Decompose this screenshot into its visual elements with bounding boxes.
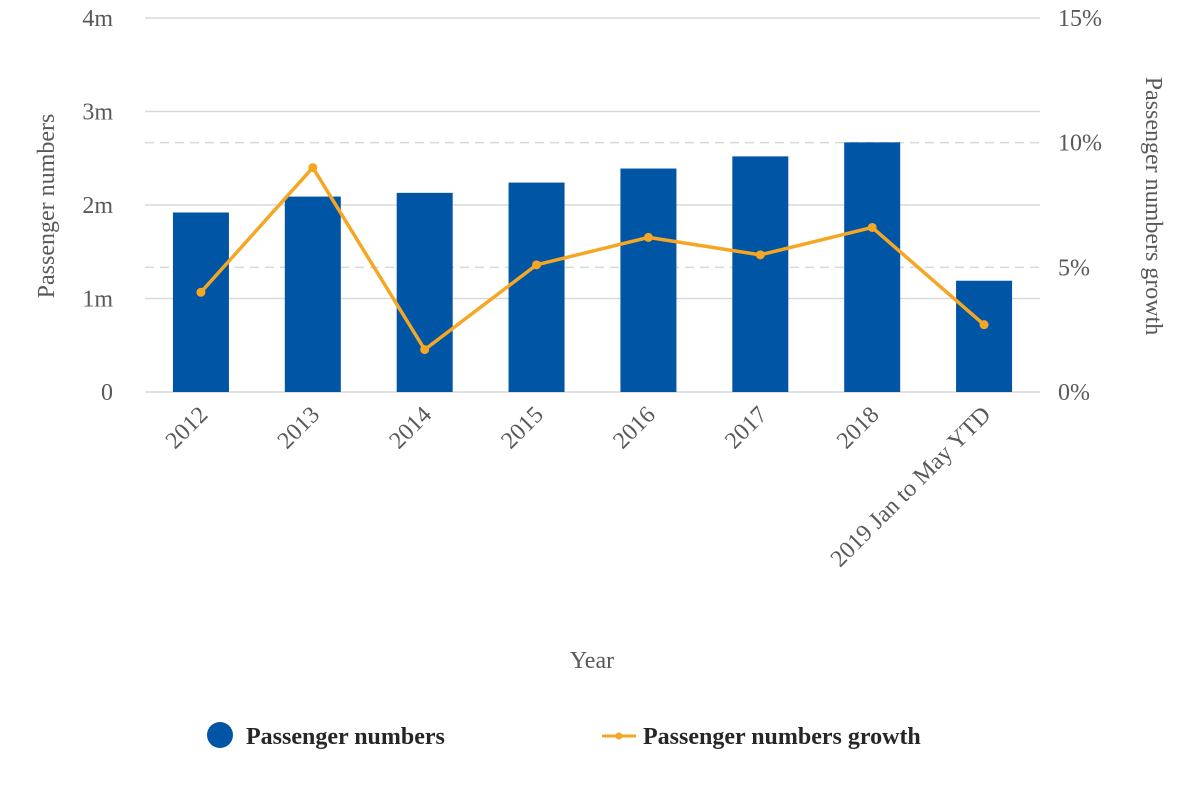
legend: Passenger numbers Passenger numbers grow…	[207, 722, 921, 750]
x-tick-label-4: 2016	[608, 402, 660, 454]
bar-2015	[508, 182, 565, 392]
growth-point-2015	[532, 260, 542, 270]
x-tick-label-0: 2012	[161, 402, 213, 454]
legend-bar-marker	[207, 722, 233, 748]
bar-series	[172, 142, 1013, 392]
legend-label-passenger-numbers-growth: Passenger numbers growth	[643, 724, 921, 750]
right-axis-ticks: 0% 5% 10% 15%	[1058, 6, 1102, 406]
y-tick-label-4: 4m	[82, 6, 113, 32]
x-tick-label-3: 2015	[496, 402, 548, 454]
bar-2014	[396, 192, 453, 392]
y2-axis-title: Passenger numbers growth	[1140, 77, 1166, 336]
growth-point-2019-jan-to-may-ytd	[979, 320, 989, 330]
legend-label-passenger-numbers: Passenger numbers	[246, 724, 445, 750]
x-tick-label-5: 2017	[720, 402, 772, 454]
x-tick-label-2: 2014	[385, 402, 437, 454]
bar-2018	[844, 142, 901, 392]
x-tick-label-6: 2018	[832, 402, 884, 454]
y-axis-title: Passenger numbers	[34, 114, 60, 299]
bar-2013	[284, 196, 341, 392]
x-axis-title: Year	[570, 648, 614, 674]
x-tick-label-1: 2013	[273, 402, 325, 454]
y-tick-label-1: 1m	[82, 287, 113, 313]
left-axis-ticks: 0 1m 2m 3m 4m	[82, 6, 113, 406]
growth-point-2017	[755, 250, 765, 260]
growth-line	[199, 165, 986, 352]
bar-2016	[620, 168, 677, 392]
y-tick-label-3: 3m	[82, 100, 113, 126]
growth-point-2012	[196, 287, 206, 297]
legend-line-dot	[615, 732, 623, 740]
growth-point-2014	[420, 345, 430, 355]
growth-point-2018	[867, 222, 877, 232]
bar-2019-jan-to-may-ytd	[956, 280, 1013, 392]
bar-2012	[172, 212, 229, 392]
y2-tick-label-1: 5%	[1058, 255, 1090, 281]
y2-tick-label-0: 0%	[1058, 380, 1090, 406]
y-tick-label-2: 2m	[82, 193, 113, 219]
y2-tick-label-3: 15%	[1058, 6, 1102, 32]
y2-tick-label-2: 10%	[1058, 131, 1102, 157]
bar-2017	[732, 156, 789, 392]
line-series	[196, 163, 989, 355]
growth-point-2016	[643, 232, 653, 242]
y-tick-label-0: 0	[101, 380, 113, 406]
growth-point-2013	[308, 163, 318, 173]
